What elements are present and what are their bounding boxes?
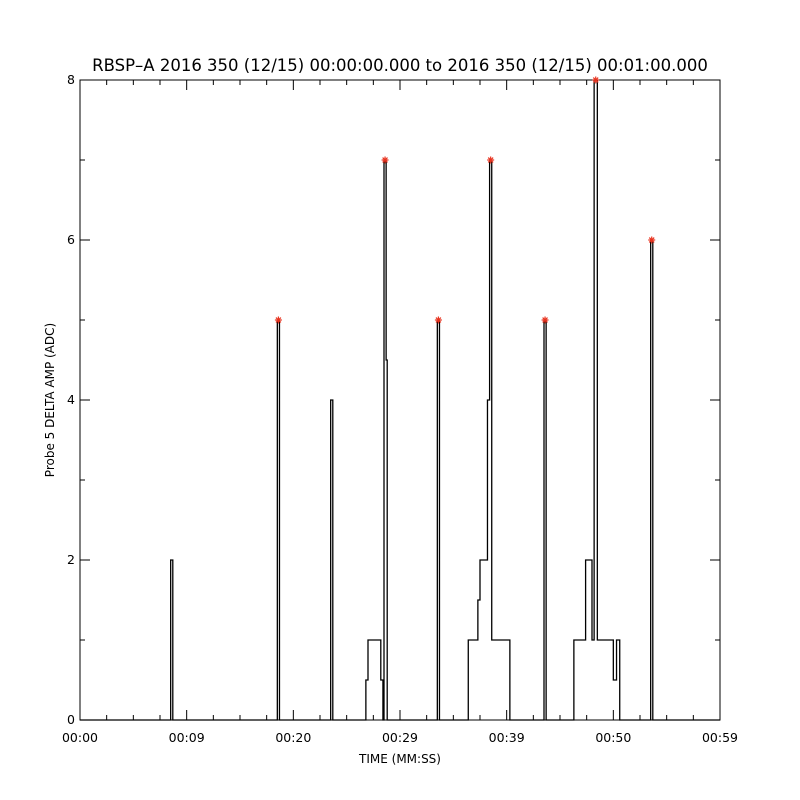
x-tick-label: 00:00 xyxy=(62,730,98,745)
peak-marker xyxy=(434,316,442,324)
peak-marker xyxy=(381,156,389,164)
y-tick-labels: 0 2 4 6 8 xyxy=(67,72,75,727)
y-tick-label: 4 xyxy=(67,392,75,407)
peak-marker xyxy=(592,76,600,84)
peak-marker-stroke xyxy=(592,77,599,83)
peak-marker-stroke xyxy=(542,317,548,323)
y-axis-label: Probe 5 DELTA AMP (ADC) xyxy=(43,323,57,477)
peak-marker xyxy=(648,236,656,244)
x-tick-label: 00:20 xyxy=(275,730,311,745)
peak-marker-stroke xyxy=(275,317,282,323)
x-tick-label: 00:50 xyxy=(595,730,631,745)
x-tick-labels: 00:00 00:09 00:20 00:29 00:39 00:50 00:59 xyxy=(62,730,738,745)
chart-title: RBSP–A 2016 350 (12/15) 00:00:00.000 to … xyxy=(92,56,708,75)
x-tick-label: 00:09 xyxy=(169,730,205,745)
peak-marker-stroke xyxy=(487,157,494,163)
y-tick-label: 8 xyxy=(67,72,75,87)
x-tick-label: 00:29 xyxy=(382,730,418,745)
plot-frame xyxy=(79,79,721,721)
peak-marker-stroke xyxy=(648,237,655,243)
series-line xyxy=(80,79,720,721)
y-tick-label: 2 xyxy=(67,552,75,567)
peak-marker xyxy=(541,316,549,324)
x-tick-label: 00:59 xyxy=(702,730,738,745)
peak-marker xyxy=(274,316,282,324)
peak-marker-stroke xyxy=(435,317,442,323)
y-tick-label: 6 xyxy=(67,232,75,247)
y-tick-label: 0 xyxy=(67,712,75,727)
axis-ticks xyxy=(79,79,721,721)
x-axis-label: TIME (MM:SS) xyxy=(358,752,441,766)
peak-markers xyxy=(274,76,656,324)
peak-marker xyxy=(487,156,495,164)
x-tick-label: 00:39 xyxy=(489,730,525,745)
peak-marker-stroke xyxy=(382,157,388,163)
